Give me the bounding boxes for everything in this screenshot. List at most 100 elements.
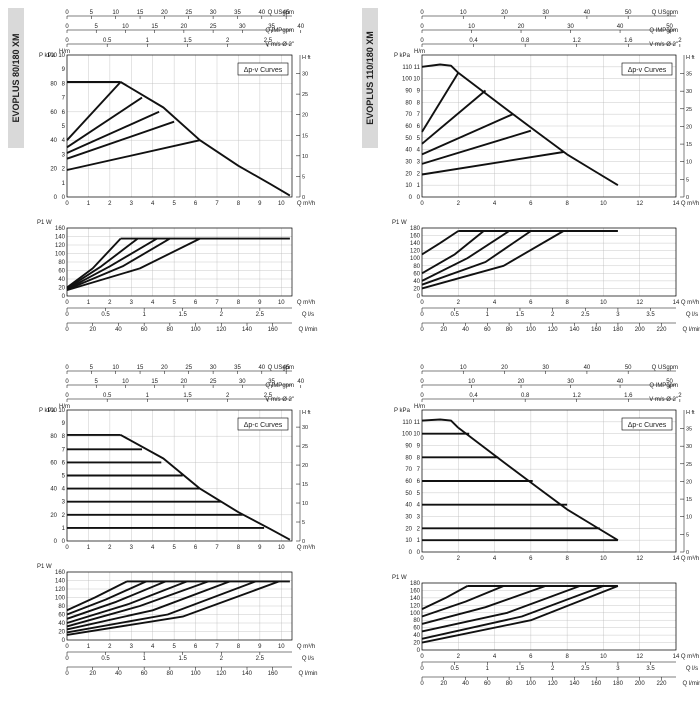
power-tick-label: 0 bbox=[62, 294, 66, 300]
top-axis-tick-label-impgpm: 30 bbox=[567, 379, 574, 385]
top-axis-tick-label-usgpm: 35 bbox=[234, 365, 241, 371]
bottom-axis-tick-label-lmin: 100 bbox=[191, 671, 202, 677]
power-x-tick-label: 3 bbox=[130, 644, 134, 650]
head-x-tick-label: 2 bbox=[108, 201, 112, 207]
top-axis-tick-label-velocity: 0 bbox=[420, 38, 424, 44]
head-x-tick-label: 12 bbox=[636, 556, 643, 562]
bottom-axis-tick-label-ls: 1.5 bbox=[179, 656, 188, 662]
power-chart-frame bbox=[421, 227, 677, 297]
power-curve bbox=[66, 237, 158, 291]
head-x-tick-label: 10 bbox=[600, 201, 607, 207]
head-x-tick-label: 8 bbox=[565, 556, 569, 562]
top-axis-tick-label-usgpm: 15 bbox=[137, 365, 144, 371]
head-hm-tick-label: 3 bbox=[62, 500, 66, 506]
head-hm-axis-label: H/m bbox=[414, 404, 425, 410]
head-kpa-tick-label: 100 bbox=[47, 408, 58, 414]
top-axis-tick-label-velocity: 1.5 bbox=[183, 38, 192, 44]
head-x-tick-label: 6 bbox=[194, 545, 198, 551]
head-hm-tick-label: 9 bbox=[417, 89, 421, 95]
power-x-tick-label: 8 bbox=[565, 654, 569, 660]
power-x-tick-label: 7 bbox=[215, 300, 219, 306]
head-x-tick-label: 7 bbox=[215, 545, 219, 551]
bottom-axis-tick-label-ls: 3 bbox=[616, 312, 620, 318]
power-x-tick-label: 10 bbox=[600, 654, 607, 660]
power-tick-label: 100 bbox=[55, 596, 66, 602]
top-axis-tick-label-usgpm: 5 bbox=[90, 365, 94, 371]
bottom-axis-label-lmin: Q l/min bbox=[298, 671, 317, 677]
head-hm-tick-label: 1 bbox=[62, 181, 66, 187]
power-curve bbox=[66, 237, 139, 290]
top-axis-tick-label-velocity: 2 bbox=[678, 38, 682, 44]
bottom-axis-tick-label-ls: 2.5 bbox=[581, 312, 590, 318]
head-ft-tick-label: 35 bbox=[686, 72, 692, 78]
head-kpa-tick-label: 60 bbox=[405, 479, 412, 485]
head-ft-tick-label: 15 bbox=[686, 497, 692, 503]
top-axis-tick-label-usgpm: 35 bbox=[234, 10, 241, 16]
top-axis-tick-label-impgpm: 50 bbox=[666, 24, 673, 30]
head-kpa-tick-label: 110 bbox=[402, 420, 412, 426]
top-axis-tick-label-usgpm: 5 bbox=[90, 10, 94, 16]
bottom-axis-tick-label-lmin: 180 bbox=[613, 327, 624, 333]
top-axis-tick-label-impgpm: 20 bbox=[181, 379, 188, 385]
head-hm-tick-label: 5 bbox=[62, 124, 66, 130]
head-hm-tick-label: 0 bbox=[417, 195, 421, 201]
top-axis-tick-label-velocity: 0.4 bbox=[469, 393, 478, 399]
top-axis-tick-label-usgpm: 15 bbox=[137, 10, 144, 16]
power-x-tick-label: 0 bbox=[65, 644, 69, 650]
bottom-axis-tick-label-ls: 2.5 bbox=[256, 656, 265, 662]
top-axis-tick-label-usgpm: 10 bbox=[460, 365, 467, 371]
head-kpa-tick-label: 0 bbox=[409, 195, 413, 201]
power-curve bbox=[421, 230, 459, 256]
head-x-tick-label: 2 bbox=[457, 201, 461, 207]
bottom-axis-tick-label-lmin: 140 bbox=[242, 327, 253, 333]
power-curve bbox=[421, 230, 485, 275]
head-ft-tick-label: 10 bbox=[686, 515, 692, 521]
top-axis-tick-label-usgpm: 25 bbox=[185, 365, 192, 371]
bottom-axis-tick-label-lmin: 0 bbox=[65, 327, 69, 333]
top-axis-tick-label-usgpm: 30 bbox=[210, 365, 217, 371]
bottom-axis-tick-label-lmin: 40 bbox=[462, 681, 469, 687]
top-axis-tick-label-impgpm: 40 bbox=[297, 379, 304, 385]
head-x-tick-label: 6 bbox=[529, 556, 533, 562]
head-hm-tick-label: 10 bbox=[58, 53, 65, 59]
top-axis-tick-label-usgpm: 30 bbox=[542, 10, 549, 16]
bottom-axis-label-ls: Q l/s bbox=[302, 312, 314, 318]
top-axis-label-impgpm: Q IMPgpm bbox=[265, 28, 294, 34]
top-axis-tick-label-impgpm: 0 bbox=[420, 24, 424, 30]
head-curve bbox=[421, 418, 459, 429]
bottom-axis-tick-label-lmin: 120 bbox=[548, 327, 559, 333]
top-axis-tick-label-usgpm: 0 bbox=[65, 10, 69, 16]
power-x-tick-label: 4 bbox=[493, 654, 497, 660]
head-ft-tick-label: 20 bbox=[686, 124, 692, 130]
bottom-axis-label-ls: Q l/s bbox=[302, 656, 314, 662]
head-x-tick-label: 4 bbox=[493, 556, 497, 562]
head-x-tick-label: 12 bbox=[636, 201, 643, 207]
head-x-axis-label: Q m³/h bbox=[681, 201, 699, 207]
head-x-tick-label: 9 bbox=[258, 545, 262, 551]
head-ft-tick-label: 25 bbox=[302, 444, 308, 450]
power-tick-label: 40 bbox=[58, 621, 65, 627]
power-x-tick-label: 2 bbox=[108, 300, 112, 306]
head-hm-tick-label: 5 bbox=[417, 136, 421, 142]
power-tick-label: 100 bbox=[410, 611, 421, 617]
curves-title: Δp-v Curves bbox=[244, 67, 283, 74]
head-x-tick-label: 0 bbox=[65, 201, 69, 207]
bottom-axis-tick-label-ls: 0 bbox=[65, 312, 69, 318]
head-hm-tick-label: 9 bbox=[417, 444, 421, 450]
power-x-tick-label: 9 bbox=[258, 300, 262, 306]
bottom-axis-label-lmin: Q l/min bbox=[682, 681, 700, 687]
top-axis-tick-label-impgpm: 10 bbox=[468, 379, 475, 385]
top-axis-label-velocity: V m/s Ø 2" bbox=[265, 397, 294, 403]
bottom-axis-tick-label-ls: 1 bbox=[142, 656, 146, 662]
head-curve bbox=[421, 72, 460, 133]
head-hm-tick-label: 6 bbox=[417, 124, 421, 130]
top-axis-tick-label-impgpm: 40 bbox=[617, 24, 624, 30]
top-axis-label-impgpm: Q IMPgpm bbox=[265, 383, 294, 389]
head-kpa-tick-label: 0 bbox=[409, 550, 413, 556]
head-kpa-tick-label: 60 bbox=[50, 460, 57, 466]
power-x-tick-label: 4 bbox=[493, 300, 497, 306]
head-ft-tick-label: 0 bbox=[302, 195, 305, 201]
power-curve bbox=[421, 585, 604, 640]
